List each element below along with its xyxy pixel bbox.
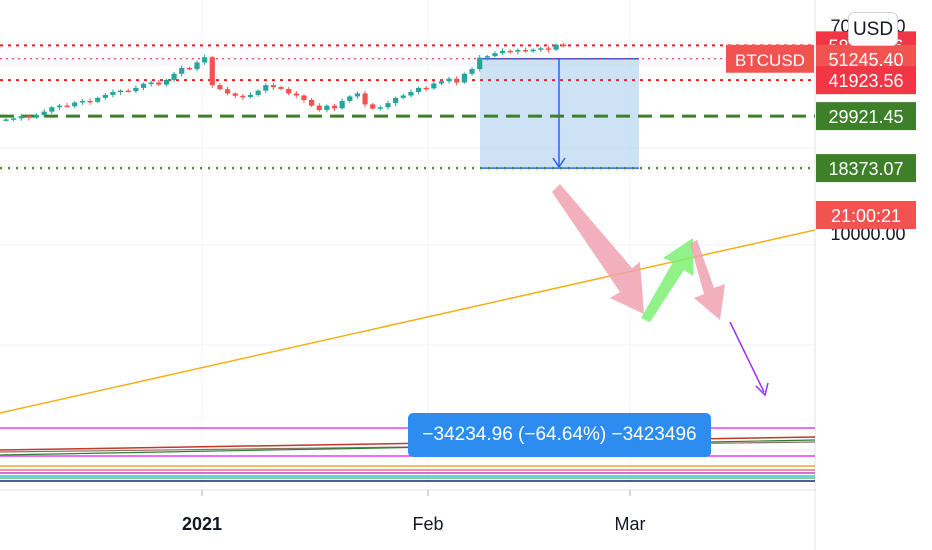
currency-button[interactable]: USD xyxy=(848,12,898,46)
ticker-tag-bg xyxy=(726,44,814,73)
candle-body xyxy=(286,88,292,94)
measurement-label: −34234.96 (−64.64%) −3423496 xyxy=(408,413,711,457)
price-tag-bg xyxy=(816,66,916,95)
x-tick-label: Mar xyxy=(615,514,646,534)
candle-body xyxy=(515,50,521,52)
candle-body xyxy=(156,82,162,85)
candle-body xyxy=(522,50,529,52)
candle-body xyxy=(110,92,116,95)
candle-body xyxy=(179,67,185,74)
candle-body xyxy=(431,83,437,89)
candle-body xyxy=(538,48,544,50)
candle-body xyxy=(477,57,483,70)
candle-body xyxy=(49,107,55,112)
candle-body xyxy=(171,73,177,80)
candle-body xyxy=(95,97,101,102)
candle-body xyxy=(11,118,17,120)
projection-arrow-purple-head xyxy=(755,382,769,397)
candle-body xyxy=(553,44,559,50)
candle-body xyxy=(194,62,200,70)
price-tag-bg xyxy=(816,154,916,183)
candle-body xyxy=(370,104,376,109)
candle-body xyxy=(217,85,223,90)
candle-body xyxy=(545,48,552,50)
candle-body xyxy=(270,85,276,88)
candle-body xyxy=(232,93,238,96)
candle-body xyxy=(301,95,307,100)
candle-body xyxy=(530,49,536,52)
price-tag-bg xyxy=(816,102,916,131)
candle-body xyxy=(87,100,93,103)
candle-body xyxy=(41,111,47,116)
projection-arrow-down-1 xyxy=(552,184,644,314)
candle-body xyxy=(263,85,269,91)
candle-body xyxy=(148,82,154,85)
candle-body xyxy=(3,119,9,121)
price-tag-bg xyxy=(816,201,916,229)
projection-arrow-up xyxy=(641,238,693,322)
price-tag-support: 18373.07 xyxy=(828,159,903,179)
candle-body xyxy=(324,105,330,110)
price-tag-support: 29921.45 xyxy=(828,107,903,127)
ticker-tag: BTCUSD xyxy=(735,51,805,70)
candle-body xyxy=(118,90,124,93)
candle-body xyxy=(377,107,383,109)
candle-body xyxy=(255,90,261,95)
candle-body xyxy=(461,73,467,83)
x-tick-label: 2021 xyxy=(182,514,222,534)
candle-body xyxy=(339,100,345,109)
candle-body xyxy=(415,87,422,93)
candle-body xyxy=(408,92,414,96)
candle-body xyxy=(293,93,299,96)
price-tag-countdown: 21:00:21 xyxy=(831,206,901,226)
candle-body xyxy=(500,50,506,54)
candle-body xyxy=(385,103,391,108)
candle-body xyxy=(186,67,192,70)
candle-body xyxy=(72,102,78,107)
candle-body xyxy=(33,115,40,118)
candle-body xyxy=(125,90,131,93)
price-tag-last: 51245.40 xyxy=(828,50,903,70)
candle-body xyxy=(202,57,208,63)
candle-body xyxy=(56,105,63,108)
candle-body xyxy=(133,87,139,92)
candle-body xyxy=(347,96,353,101)
candle-body xyxy=(454,78,460,83)
candle-body xyxy=(492,53,498,57)
price-tag-resistance: 41923.56 xyxy=(828,71,903,91)
candle-body xyxy=(18,116,24,119)
candle-body xyxy=(507,50,513,53)
candle-body xyxy=(209,57,215,86)
candle-body xyxy=(79,100,85,103)
candle-body xyxy=(362,93,368,105)
candle-body xyxy=(484,56,490,58)
projection-arrow-purple xyxy=(729,321,765,393)
candle-body xyxy=(140,83,147,88)
candle-body xyxy=(247,94,254,97)
projection-arrow-down-2 xyxy=(690,240,725,320)
candle-body xyxy=(423,87,429,90)
candle-body xyxy=(26,116,32,118)
measure-arrow-head xyxy=(552,157,566,169)
candle-body xyxy=(331,105,338,109)
candle-body xyxy=(446,78,452,82)
candle-body xyxy=(438,81,445,84)
candle-body xyxy=(102,94,108,98)
candle-body xyxy=(400,95,406,98)
x-tick-label: Feb xyxy=(412,514,443,534)
candle-body xyxy=(64,105,70,108)
candle-body xyxy=(309,99,315,106)
candle-body xyxy=(316,105,322,110)
candle-body xyxy=(240,95,246,98)
candle-body xyxy=(469,69,475,74)
candle-body xyxy=(278,87,284,89)
candle-body xyxy=(561,44,567,47)
candle-body xyxy=(224,89,231,94)
candle-body xyxy=(163,79,170,85)
candle-body xyxy=(354,93,361,97)
candle-body xyxy=(393,97,399,104)
